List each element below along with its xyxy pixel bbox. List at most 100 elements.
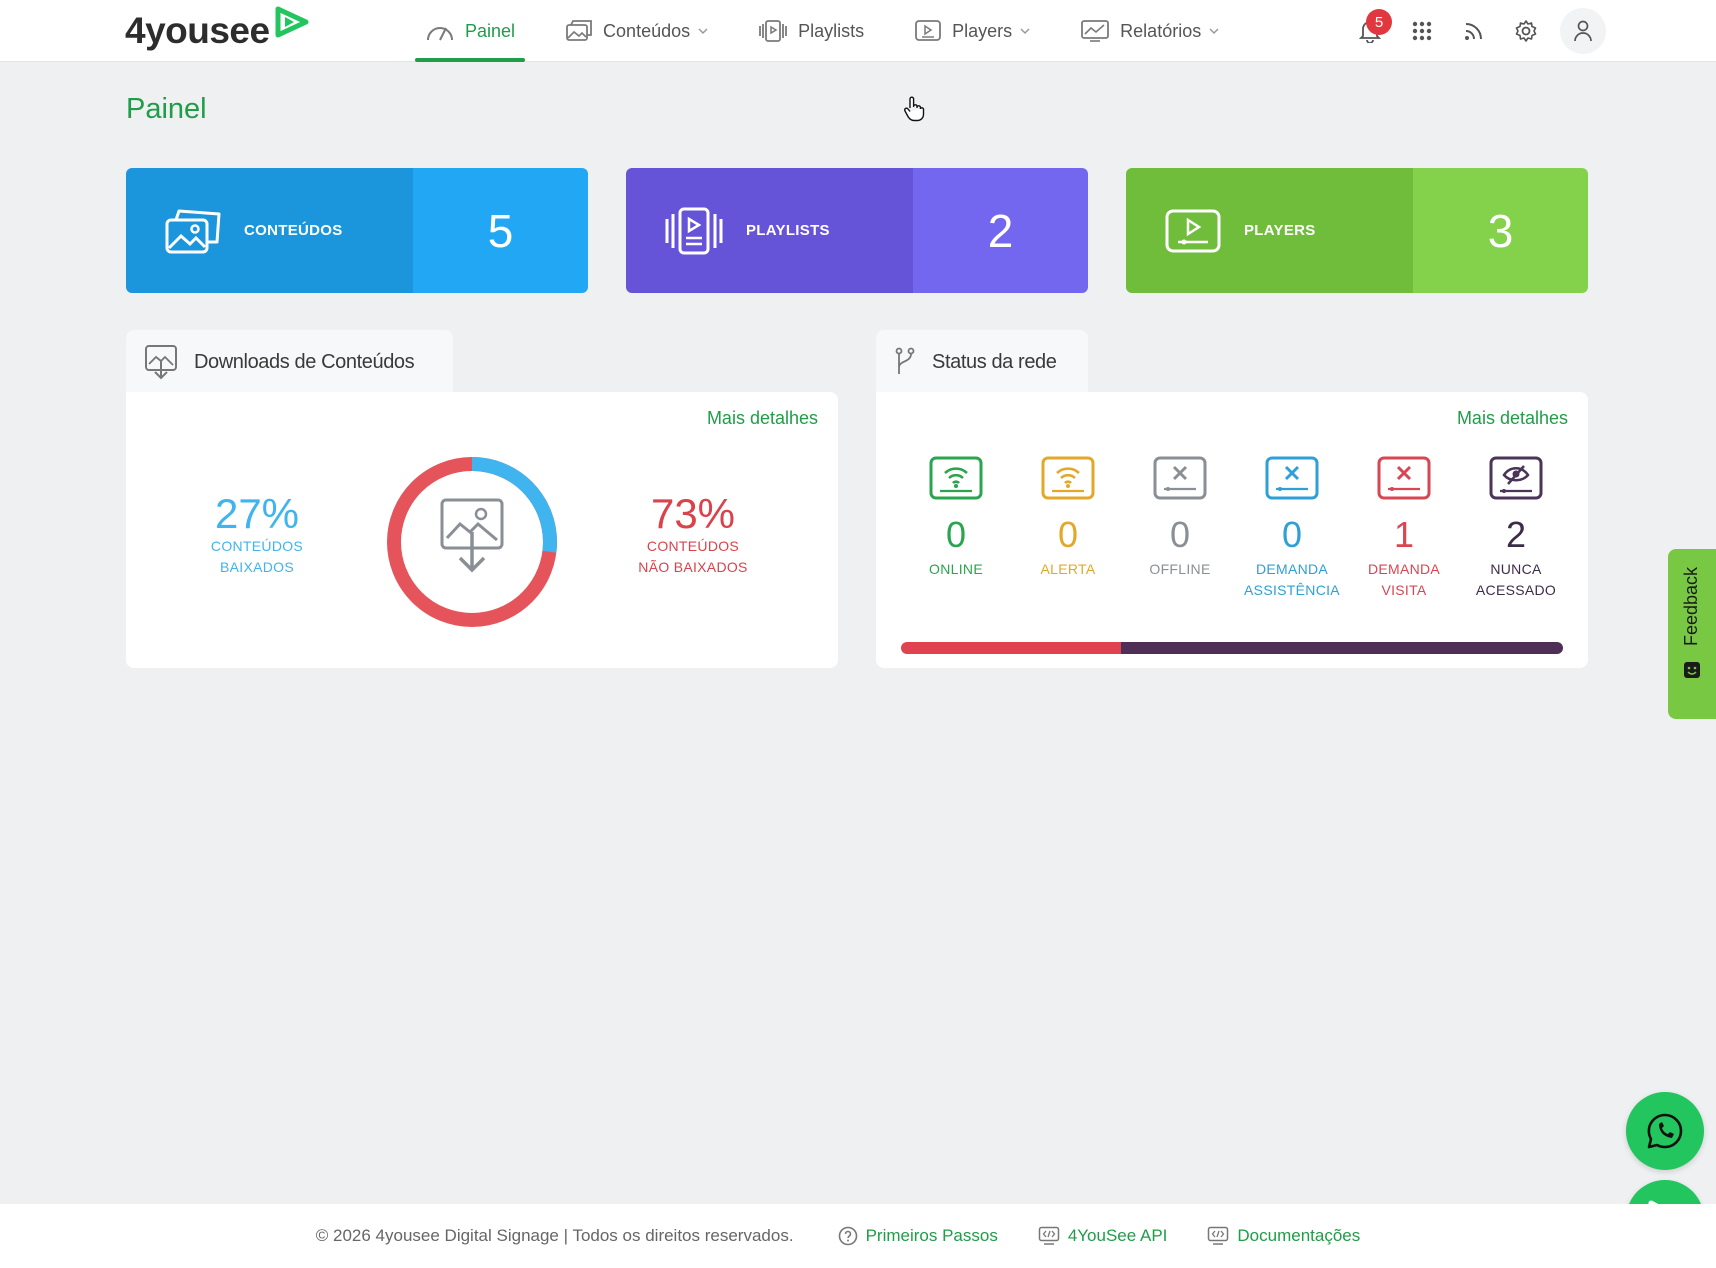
- status-visit[interactable]: 1 DEMANDA VISITA: [1348, 455, 1460, 601]
- images-icon: [165, 209, 221, 253]
- status-count: 2: [1505, 514, 1527, 555]
- stat-card-players[interactable]: PLAYERS 3: [1126, 168, 1588, 293]
- feedback-label: Feedback: [1681, 566, 1702, 646]
- status-caption: DEMANDA: [1255, 561, 1329, 577]
- brand-name: 4yousee: [125, 10, 270, 51]
- stat-label: PLAYLISTS: [746, 222, 830, 239]
- stat-card-players-left: PLAYERS: [1126, 168, 1413, 293]
- help-circle-icon: [838, 1226, 857, 1246]
- user-icon: [1574, 20, 1592, 42]
- not-downloaded-caption-line2: NÃO BAIXADOS: [638, 559, 748, 575]
- top-navbar: 4yousee Painel Conteúdos Playlists Playe…: [0, 0, 1716, 62]
- never-accessed-player-icon: [1489, 456, 1543, 500]
- status-count: 0: [1169, 514, 1191, 555]
- downloaded-stat: 27% CONTEÚDOS BAIXADOS: [198, 492, 316, 578]
- footer-link-api[interactable]: 4YouSee API: [1038, 1226, 1167, 1246]
- network-panel: Mais detalhes 0 ONLINE 0 ALERTA 0 OFFLIN…: [876, 392, 1588, 668]
- nav-relatorios[interactable]: Relatórios: [1070, 0, 1229, 62]
- page-title: Painel: [126, 93, 207, 125]
- status-count: 0: [1057, 514, 1079, 555]
- donut-downloaded-arc: [387, 457, 557, 627]
- status-count: 0: [1281, 514, 1303, 555]
- stat-label: CONTEÚDOS: [244, 222, 343, 239]
- playlist-icon: [665, 207, 723, 254]
- status-online[interactable]: 0 ONLINE: [900, 455, 1012, 580]
- downloads-panel-title: Downloads de Conteúdos: [194, 350, 415, 373]
- nav-players-label: Players: [952, 20, 1013, 41]
- code-screen-icon: [1208, 1226, 1229, 1245]
- nav-painel-label: Painel: [465, 20, 516, 41]
- status-caption-line2: ACESSADO: [1475, 582, 1557, 598]
- playlist-icon: [759, 20, 788, 42]
- network-panel-tab: Status da rede: [876, 330, 1088, 394]
- main-nav: Painel Conteúdos Playlists Players Relat…: [415, 0, 1259, 62]
- feedback-tab[interactable]: Feedback: [1668, 549, 1716, 719]
- status-caption: DEMANDA: [1367, 561, 1441, 577]
- user-menu-button[interactable]: [1560, 8, 1606, 54]
- footer: © 2026 4yousee Digital Signage | Todos o…: [0, 1204, 1716, 1268]
- settings-button[interactable]: [1500, 5, 1552, 57]
- nav-relatorios-label: Relatórios: [1120, 20, 1202, 41]
- status-assistance[interactable]: 0 DEMANDA ASSISTÊNCIA: [1236, 455, 1348, 601]
- status-caption: OFFLINE: [1149, 561, 1211, 577]
- apps-button[interactable]: [1396, 5, 1448, 57]
- stat-value: 3: [1413, 168, 1588, 293]
- network-status-bar: [901, 642, 1563, 654]
- online-player-icon: [929, 456, 983, 500]
- stat-card-playlists[interactable]: PLAYLISTS 2: [626, 168, 1088, 293]
- download-image-icon: [440, 498, 504, 573]
- nav-painel[interactable]: Painel: [415, 0, 526, 62]
- stat-label: PLAYERS: [1244, 222, 1316, 239]
- rss-button[interactable]: [1448, 5, 1500, 57]
- downloaded-caption-line1: CONTEÚDOS: [210, 538, 304, 554]
- not-downloaded-stat: 73% CONTEÚDOS NÃO BAIXADOS: [626, 492, 760, 578]
- gauge-icon: [427, 27, 453, 41]
- player-icon: [915, 20, 942, 41]
- report-icon: [1081, 20, 1110, 42]
- download-image-icon: [145, 345, 177, 380]
- branch-icon: [895, 347, 915, 374]
- network-more-link[interactable]: Mais detalhes: [1456, 408, 1568, 428]
- footer-link-label: Primeiros Passos: [865, 1226, 998, 1245]
- downloads-panel: Mais detalhes 27% CONTEÚDOS BAIXADOS 73%…: [126, 392, 838, 668]
- notifications-button[interactable]: 5: [1344, 5, 1396, 57]
- footer-link-documentacoes[interactable]: Documentações: [1207, 1226, 1360, 1246]
- network-bar-segment-never-accessed: [1121, 642, 1563, 654]
- brand-logo[interactable]: 4yousee: [125, 6, 310, 54]
- stat-card-conteudos-left: CONTEÚDOS: [126, 168, 413, 293]
- status-alert[interactable]: 0 ALERTA: [1012, 455, 1124, 580]
- nav-conteudos[interactable]: Conteúdos: [555, 0, 718, 62]
- status-offline[interactable]: 0 OFFLINE: [1124, 455, 1236, 580]
- stat-value: 2: [913, 168, 1088, 293]
- chevron-down-icon: [698, 27, 708, 34]
- downloads-panel-tab: Downloads de Conteúdos: [126, 330, 453, 394]
- status-count: 0: [945, 514, 967, 555]
- status-never-accessed[interactable]: 2 NUNCA ACESSADO: [1460, 455, 1572, 601]
- whatsapp-button[interactable]: [1626, 1092, 1704, 1170]
- status-caption-line2: VISITA: [1381, 582, 1427, 598]
- offline-player-icon: [1153, 456, 1207, 500]
- assistance-player-icon: [1265, 456, 1319, 500]
- player-icon: [1165, 209, 1221, 252]
- images-icon: [566, 20, 592, 41]
- nav-playlists[interactable]: Playlists: [748, 0, 874, 62]
- footer-link-label: Documentações: [1237, 1226, 1361, 1245]
- chevron-down-icon: [1020, 27, 1030, 34]
- nav-conteudos-label: Conteúdos: [603, 20, 691, 41]
- copyright-text: © 2026 4yousee Digital Signage | Todos o…: [315, 1226, 794, 1245]
- stat-card-conteudos[interactable]: CONTEÚDOS 5: [126, 168, 588, 293]
- nav-players[interactable]: Players: [904, 0, 1040, 62]
- downloads-more-link[interactable]: Mais detalhes: [706, 408, 818, 428]
- stat-value: 5: [413, 168, 588, 293]
- status-caption: ALERTA: [1040, 561, 1096, 577]
- toolbar: 5: [1344, 0, 1606, 62]
- network-panel-title: Status da rede: [932, 350, 1057, 373]
- smiley-icon: [1684, 661, 1700, 678]
- footer-link-primeiros-passos[interactable]: Primeiros Passos: [838, 1226, 998, 1246]
- chevron-down-icon: [1209, 27, 1219, 34]
- gear-icon: [1515, 20, 1537, 42]
- play-logo-icon: [275, 6, 309, 38]
- network-bar-segment-visit: [901, 642, 1122, 654]
- notification-badge: 5: [1366, 9, 1392, 35]
- whatsapp-icon: [1647, 1113, 1683, 1149]
